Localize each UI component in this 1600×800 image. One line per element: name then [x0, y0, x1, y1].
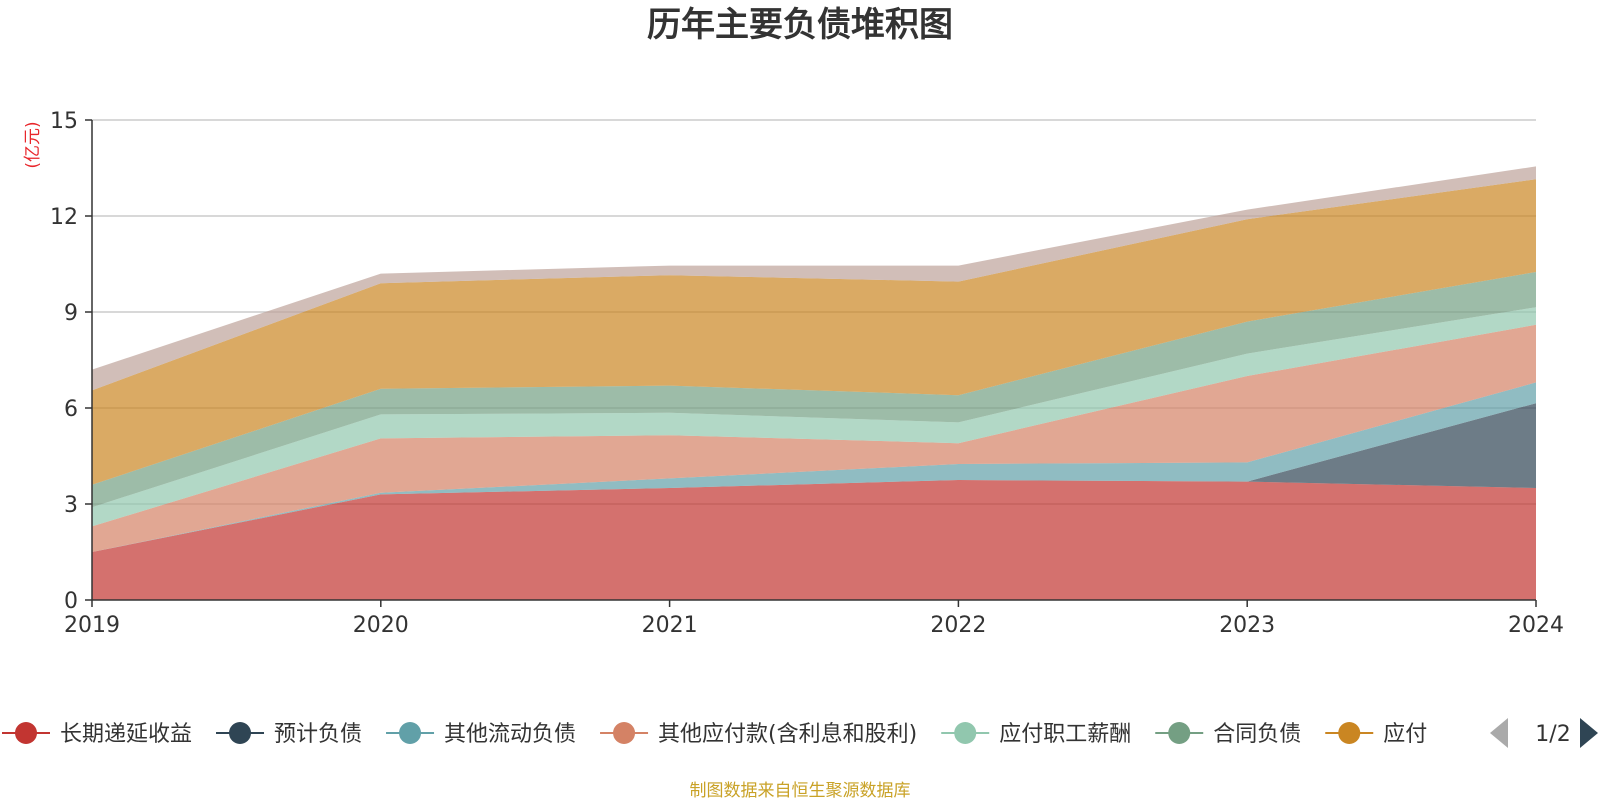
legend-items: 长期递延收益 预计负债 其他流动负债 其他应付款(含利息和股利) 应付职工薪酬 合同负债 应…: [2, 722, 1427, 747]
legend-label: 预计负债: [274, 722, 362, 747]
legend-circle-marker: [15, 722, 37, 744]
y-tick-label: 15: [50, 109, 78, 134]
y-tick-label: 3: [64, 493, 78, 518]
area-series-6: [92, 179, 1536, 485]
legend-item[interactable]: 其他应付款(含利息和股利): [600, 722, 917, 747]
legend-item[interactable]: 长期递延收益: [2, 722, 192, 747]
x-tick-label: 2022: [930, 613, 986, 638]
chart-title: 历年主要负债堆积图: [647, 5, 953, 45]
area-series-0: [92, 480, 1536, 600]
x-tick-label: 2023: [1219, 613, 1275, 638]
legend-label: 合同负债: [1213, 722, 1301, 747]
legend-label: 应付: [1383, 722, 1427, 747]
x-tick-label: 2021: [642, 613, 698, 638]
legend-circle-marker: [399, 722, 422, 744]
legend-pager: 1/2: [1490, 718, 1598, 748]
y-tick-label: 6: [64, 397, 78, 422]
area-series-7: [92, 166, 1536, 391]
legend-item[interactable]: 应付: [1325, 722, 1427, 747]
y-tick-label: 9: [64, 301, 78, 326]
y-axis-unit-label: (亿元): [23, 121, 43, 168]
area-series-4: [92, 307, 1536, 527]
legend-item[interactable]: 应付职工薪酬: [941, 722, 1131, 747]
y-tick-label: 12: [50, 205, 78, 230]
area-series-2: [92, 382, 1536, 552]
x-tick-label: 2020: [353, 613, 409, 638]
axes: 0 3 6 9 12 15 2019 2020 2021 2022 2023 2024: [50, 109, 1564, 638]
x-tick-label: 2019: [64, 613, 120, 638]
legend-circle-marker: [1338, 722, 1361, 744]
legend-circle-marker: [613, 722, 636, 744]
data-source-note: 制图数据来自恒生聚源数据库: [690, 781, 911, 800]
triangle-left-icon[interactable]: [1490, 718, 1508, 748]
legend-circle-marker: [229, 722, 252, 744]
legend-label: 应付职工薪酬: [999, 722, 1131, 747]
legend-page-indicator: 1/2: [1535, 722, 1570, 747]
legend-label: 其他应付款(含利息和股利): [658, 722, 917, 747]
legend-item[interactable]: 合同负债: [1155, 722, 1301, 747]
legend-circle-marker: [1168, 722, 1191, 744]
area-series-5: [92, 272, 1536, 508]
x-tick-label: 2024: [1508, 613, 1564, 638]
legend-label: 长期递延收益: [60, 722, 192, 747]
y-tick-label: 0: [64, 589, 78, 614]
legend-item[interactable]: 其他流动负债: [386, 722, 576, 747]
legend-label: 其他流动负债: [444, 722, 576, 747]
legend-item[interactable]: 预计负债: [216, 722, 362, 747]
legend: 长期递延收益 预计负债 其他流动负债 其他应付款(含利息和股利) 应付职工薪酬 合同负债 应…: [2, 718, 1598, 748]
legend-circle-marker: [954, 722, 977, 744]
triangle-right-icon[interactable]: [1580, 718, 1598, 748]
area-series: [92, 166, 1536, 600]
